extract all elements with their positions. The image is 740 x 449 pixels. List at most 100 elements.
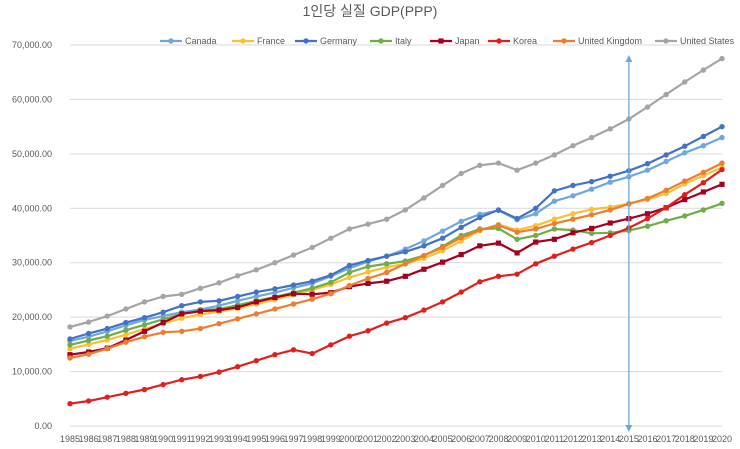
- x-tick-label: 2000: [339, 434, 359, 444]
- data-point: [104, 313, 110, 319]
- x-tick-label: 1989: [134, 434, 154, 444]
- legend-label: Japan: [455, 36, 480, 46]
- legend: Canada France Germany Italy Japan Korea United…: [160, 36, 735, 46]
- data-point: [253, 289, 259, 295]
- data-point: [570, 216, 576, 222]
- data-point: [588, 212, 595, 218]
- series-germany: [67, 123, 725, 342]
- data-point: [253, 357, 259, 364]
- data-point: [421, 266, 427, 272]
- data-point: [383, 216, 390, 222]
- x-tick-label: 1986: [79, 434, 99, 444]
- data-point: [439, 244, 446, 251]
- legend-marker: [663, 38, 669, 44]
- legend-label: Italy: [395, 36, 412, 46]
- data-point: [514, 215, 520, 222]
- data-point: [719, 181, 725, 187]
- data-point: [644, 215, 651, 222]
- data-point: [160, 293, 166, 300]
- data-point: [458, 234, 464, 241]
- data-point: [123, 390, 129, 397]
- x-tick-label: 2008: [488, 434, 508, 444]
- data-point: [719, 134, 725, 141]
- data-point: [682, 143, 688, 149]
- data-point: [346, 269, 353, 276]
- legend-item: United States: [655, 36, 735, 46]
- data-point: [141, 334, 148, 340]
- legend-marker: [438, 38, 444, 44]
- data-point: [589, 225, 595, 232]
- x-tick-label: 1991: [172, 434, 192, 444]
- data-point: [179, 328, 185, 334]
- data-point: [588, 239, 595, 246]
- x-tick-label: 2005: [433, 434, 453, 444]
- y-tick-label: 30,000.00: [12, 258, 52, 268]
- series-line: [69, 57, 723, 328]
- data-point: [421, 243, 427, 249]
- data-point: [607, 232, 613, 239]
- data-point: [160, 329, 166, 336]
- data-point: [551, 220, 558, 227]
- data-point: [514, 250, 520, 256]
- data-point: [458, 224, 464, 231]
- data-point: [309, 350, 315, 357]
- legend-label: Canada: [185, 36, 217, 46]
- data-point: [458, 170, 464, 177]
- data-point: [253, 267, 259, 273]
- data-point: [328, 342, 334, 348]
- data-point: [67, 400, 73, 407]
- legend-label: Korea: [513, 36, 537, 46]
- y-tick-label: 10,000.00: [12, 367, 52, 377]
- data-point: [346, 262, 353, 269]
- data-point: [533, 160, 539, 166]
- data-point: [328, 279, 334, 286]
- data-point: [421, 307, 427, 313]
- legend-label: United States: [680, 36, 735, 46]
- data-point: [328, 272, 334, 278]
- data-point: [365, 280, 371, 286]
- x-tick-label: 2001: [358, 434, 378, 444]
- data-point: [290, 252, 297, 258]
- annotation-arrow: [625, 55, 633, 432]
- data-point: [570, 142, 576, 149]
- data-point: [85, 351, 92, 357]
- data-point: [402, 249, 409, 255]
- data-point: [67, 324, 73, 330]
- chart-title: 1인당 실질 GDP(PPP): [303, 3, 438, 19]
- data-point: [67, 352, 73, 358]
- data-point: [85, 337, 92, 344]
- legend-marker: [240, 38, 246, 44]
- data-point: [551, 236, 557, 242]
- data-point: [216, 320, 222, 327]
- data-point: [439, 235, 446, 241]
- data-point: [141, 299, 148, 305]
- data-point: [682, 178, 688, 184]
- x-tick-label: 2002: [377, 434, 397, 444]
- data-point: [383, 253, 390, 259]
- data-point: [421, 195, 427, 201]
- data-point: [365, 221, 371, 227]
- data-point: [160, 319, 166, 326]
- data-point: [588, 230, 595, 237]
- legend-item: Korea: [488, 36, 537, 46]
- data-point: [346, 333, 353, 339]
- data-point: [682, 79, 688, 85]
- x-tick-label: 1993: [209, 434, 229, 444]
- data-point: [514, 271, 520, 277]
- data-point: [700, 142, 707, 149]
- x-tick-label: 1998: [302, 434, 322, 444]
- legend-marker: [303, 38, 309, 44]
- data-point: [607, 173, 613, 179]
- data-point: [477, 279, 483, 285]
- data-point: [551, 226, 558, 232]
- data-point: [123, 327, 129, 333]
- data-point: [607, 220, 613, 226]
- data-point: [700, 189, 706, 195]
- data-point: [477, 162, 483, 168]
- data-point: [663, 187, 669, 194]
- series-canada: [67, 134, 725, 344]
- series-korea: [67, 166, 725, 407]
- data-point: [160, 381, 166, 388]
- data-point: [607, 179, 613, 185]
- y-tick-label: 0.00: [34, 421, 52, 431]
